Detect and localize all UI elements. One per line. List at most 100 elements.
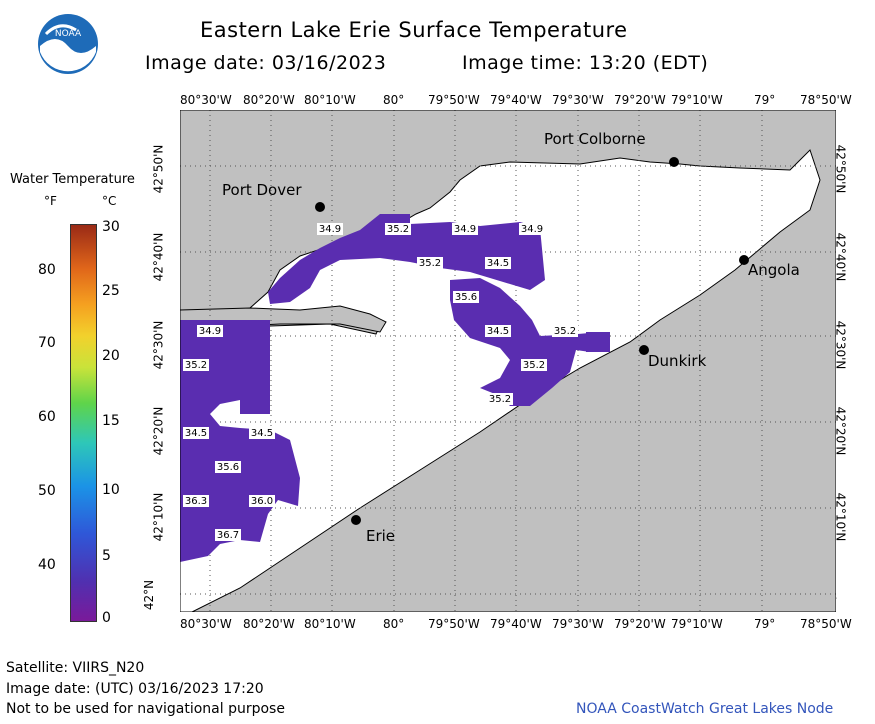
temp-label: 35.2 [487, 393, 513, 405]
lat-label-left: 42°10'N [151, 492, 166, 542]
temp-label: 36.0 [249, 495, 275, 507]
temp-value: 35.2 [489, 394, 511, 405]
legend-c-tick: 25 [102, 283, 120, 299]
temp-label: 35.6 [215, 461, 241, 473]
color-bar [70, 224, 97, 622]
temp-label: 35.2 [417, 257, 443, 269]
temp-value: 36.7 [217, 530, 239, 541]
temperature-labels: 34.9 35.2 34.9 34.9 35.2 34.5 35.6 34.5 35.2 35.2… [183, 223, 578, 541]
temp-label: 34.9 [519, 223, 545, 235]
city-label-dunkirk: Dunkirk [648, 352, 707, 370]
legend-c-tick: 15 [102, 413, 120, 429]
temp-label: 35.2 [385, 223, 411, 235]
legend-c-tick: 5 [102, 548, 111, 564]
image-date: Image date: 03/16/2023 [145, 52, 387, 74]
lon-label-bottom: 80° [383, 617, 405, 631]
lat-label-left: 42°20'N [151, 406, 166, 456]
lon-label-top: 80°20'W [243, 93, 295, 107]
temp-label: 35.2 [183, 359, 209, 371]
city-label-port-dover: Port Dover [222, 181, 302, 199]
erie-marker [351, 515, 361, 525]
lon-label-bottom: 80°20'W [243, 617, 295, 631]
port-dover-marker [315, 202, 325, 212]
legend-c-tick: 20 [102, 348, 120, 364]
lon-label-bottom: 80°30'W [180, 617, 232, 631]
lon-label-top: 79°20'W [614, 93, 666, 107]
noaa-logo: NOAA [38, 14, 98, 74]
lon-label-top: 79°40'W [490, 93, 542, 107]
angola-marker [739, 255, 749, 265]
temp-label: 34.5 [485, 325, 511, 337]
temp-label: 35.2 [521, 359, 547, 371]
lon-label-top: 79° [754, 93, 776, 107]
utc-date-label: Image date: (UTC) 03/16/2023 17:20 [6, 681, 264, 697]
legend-f-tick: 60 [38, 409, 56, 425]
page-title: Eastern Lake Erie Surface Temperature [200, 18, 628, 42]
coastwatch-node-label: NOAA CoastWatch Great Lakes Node [576, 701, 834, 717]
temp-value: 34.9 [521, 224, 543, 235]
temp-value: 34.9 [454, 224, 476, 235]
city-markers [315, 157, 749, 525]
lat-label-left: 42°30'N [151, 320, 166, 370]
lon-label-bottom: 80°10'W [304, 617, 356, 631]
lon-label-top: 78°50'W [800, 93, 852, 107]
legend-f-tick: 40 [38, 557, 56, 573]
temp-value: 35.2 [523, 360, 545, 371]
temp-label: 35.6 [453, 291, 479, 303]
temp-value: 35.2 [185, 360, 207, 371]
satellite-label: Satellite: VIIRS_N20 [6, 660, 145, 676]
lat-label-left: 42°50'N [151, 144, 166, 194]
temp-value: 34.9 [199, 326, 221, 337]
lon-label-bottom: 79°50'W [428, 617, 480, 631]
temp-value: 35.6 [455, 292, 477, 303]
lon-label-bottom: 78°50'W [800, 617, 852, 631]
lon-label-top: 79°30'W [552, 93, 604, 107]
city-label-angola: Angola [748, 261, 800, 279]
legend-f-tick: 70 [38, 335, 56, 351]
legend-f-tick: 50 [38, 483, 56, 499]
lon-label-bottom: 79°10'W [671, 617, 723, 631]
temp-value: 35.2 [554, 326, 576, 337]
temp-label: 34.9 [197, 325, 223, 337]
temp-label: 34.9 [452, 223, 478, 235]
map-panel: 34.9 35.2 34.9 34.9 35.2 34.5 35.6 34.5 35.2 35.2… [180, 110, 836, 612]
temp-value: 34.5 [185, 428, 207, 439]
temp-value: 36.0 [251, 496, 273, 507]
lon-label-bottom: 79°30'W [552, 617, 604, 631]
temp-value: 35.6 [217, 462, 239, 473]
temp-value: 35.2 [387, 224, 409, 235]
disclaimer: Not to be used for navigational purpose [6, 701, 285, 717]
legend-unit-c: °C [102, 194, 117, 208]
lon-label-bottom: 79° [754, 617, 776, 631]
water-temperature-pixels [180, 214, 610, 562]
temp-value: 34.5 [487, 258, 509, 269]
legend-c-tick: 10 [102, 482, 120, 498]
dunkirk-marker [639, 345, 649, 355]
temp-value: 34.9 [319, 224, 341, 235]
temp-label: 36.7 [215, 529, 241, 541]
temp-value: 34.5 [487, 326, 509, 337]
temp-label: 34.5 [183, 427, 209, 439]
temp-label: 34.5 [485, 257, 511, 269]
legend-title: Water Temperature [10, 172, 135, 187]
lon-label-top: 80°30'W [180, 93, 232, 107]
temp-label: 36.3 [183, 495, 209, 507]
city-label-erie: Erie [366, 527, 395, 545]
lon-label-bottom: 79°40'W [490, 617, 542, 631]
lon-label-top: 79°10'W [671, 93, 723, 107]
lon-label-top: 80° [383, 93, 405, 107]
legend-f-tick: 80 [38, 262, 56, 278]
image-time: Image time: 13:20 (EDT) [462, 52, 709, 74]
city-label-port-colborne: Port Colborne [544, 130, 646, 148]
lon-label-top: 79°50'W [428, 93, 480, 107]
logo-text: NOAA [55, 29, 82, 39]
lat-label-left: 42°N [142, 579, 157, 611]
port-colborne-marker [669, 157, 679, 167]
legend-c-tick: 0 [102, 610, 111, 626]
legend-unit-f: °F [44, 194, 57, 208]
lat-label-left: 42°40'N [151, 232, 166, 282]
temp-value: 35.2 [419, 258, 441, 269]
temp-label: 34.9 [317, 223, 343, 235]
temp-value: 34.5 [251, 428, 273, 439]
temp-label: 35.2 [552, 325, 578, 337]
